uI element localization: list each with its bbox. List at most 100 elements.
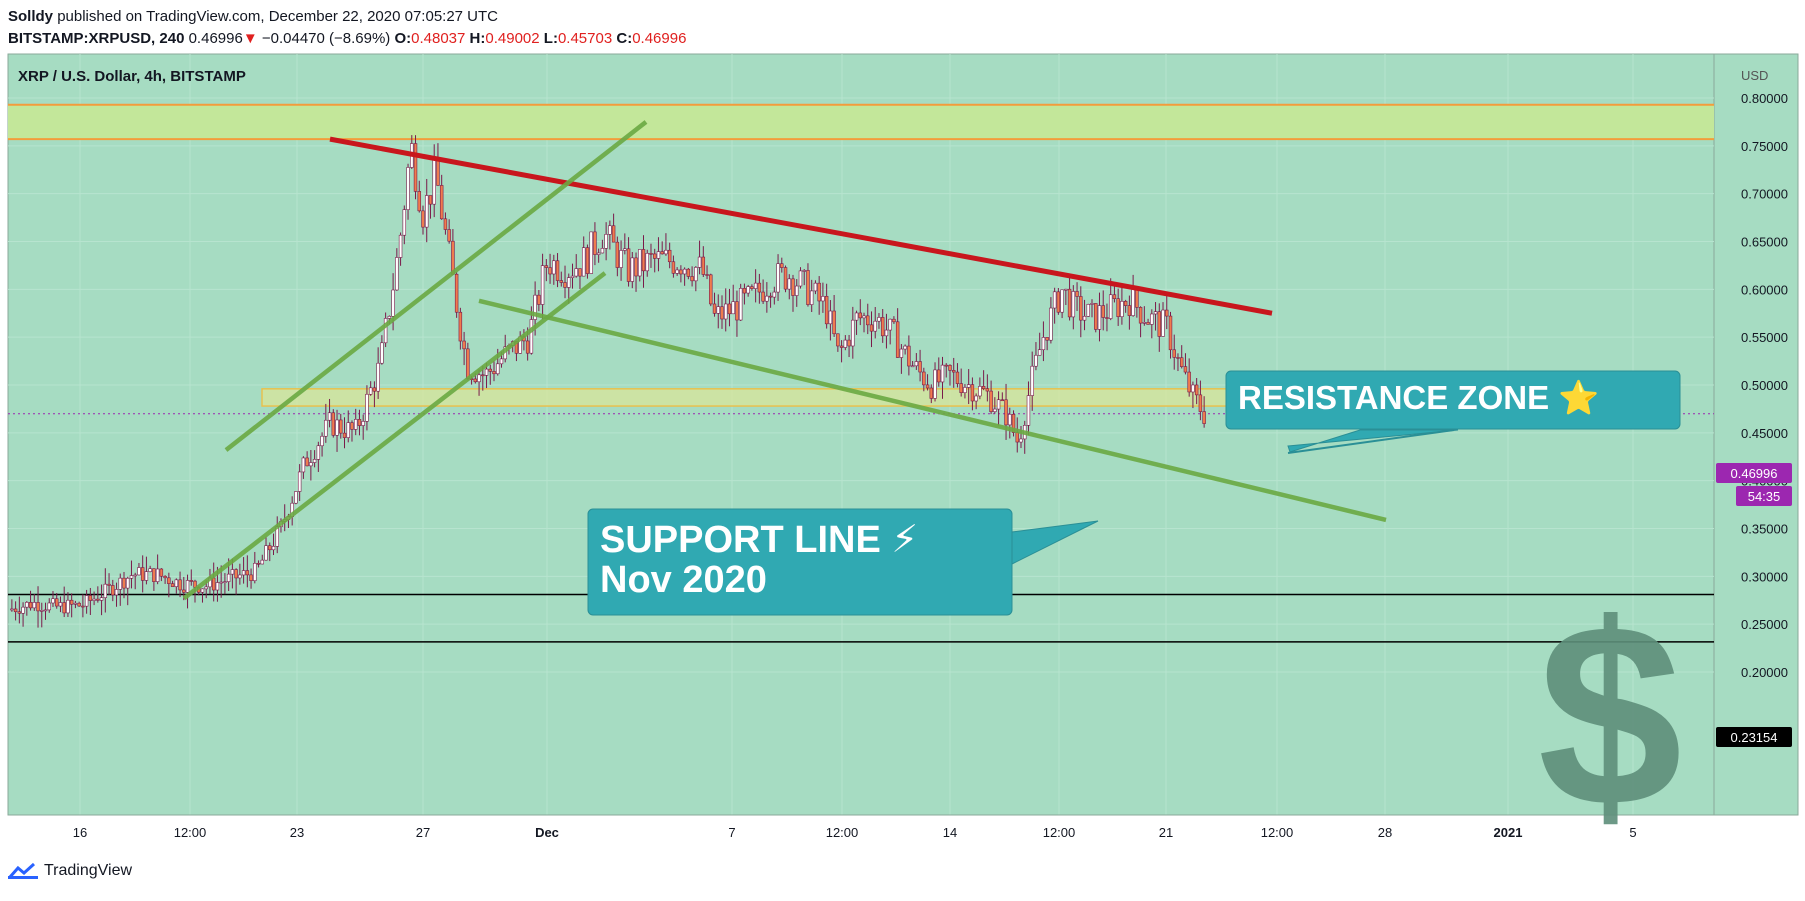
candle-body: [436, 158, 440, 186]
candle-body: [1191, 384, 1195, 393]
candle-body: [1090, 303, 1094, 305]
candle-body: [966, 384, 971, 388]
x-tick-label: 28: [1378, 825, 1392, 840]
support-callout-line1: SUPPORT LINE ⚡: [600, 519, 918, 561]
candle-body: [1150, 313, 1154, 325]
chart-pane[interactable]: [7, 53, 1715, 816]
candle-body: [331, 412, 336, 436]
candle-body: [1123, 301, 1128, 306]
support-callout[interactable]: SUPPORT LINE ⚡ Nov 2020: [587, 508, 1099, 616]
candle-body: [705, 274, 709, 276]
candle-body: [649, 253, 653, 255]
candle-body: [795, 285, 799, 296]
y-tick-label: 0.30000: [1741, 569, 1788, 584]
candle-body: [933, 369, 937, 399]
candle-body: [809, 290, 814, 305]
candle-body: [1011, 413, 1016, 433]
author-name[interactable]: Solldy: [8, 8, 54, 25]
candle-body: [735, 301, 739, 321]
candle-body: [761, 291, 765, 302]
candle-body: [1157, 311, 1162, 337]
y-tick-label: 0.45000: [1741, 426, 1788, 441]
open-label: O:: [394, 30, 412, 47]
candle-body: [802, 270, 806, 272]
candle-body: [1037, 349, 1042, 356]
candle-body: [540, 265, 545, 305]
candle-body: [869, 324, 874, 332]
candle-body: [1015, 432, 1019, 443]
candle-body: [144, 571, 149, 581]
candle-body: [925, 384, 930, 389]
candle-body: [679, 269, 683, 275]
x-tick-label: 23: [290, 825, 304, 840]
x-tick-label: 12:00: [1261, 825, 1294, 840]
candle-body: [641, 249, 646, 272]
x-tick-label: Dec: [535, 825, 559, 840]
trendlines[interactable]: [182, 120, 1387, 601]
candle-body: [873, 320, 877, 332]
x-tick-label: 12:00: [1043, 825, 1076, 840]
candle-body: [836, 333, 840, 347]
symbol-label[interactable]: BITSTAMP:XRPUSD, 240: [8, 30, 185, 47]
y-tick-label: 0.60000: [1741, 282, 1788, 297]
candle-body: [1008, 413, 1012, 426]
candle-body: [981, 386, 986, 389]
candle-body: [204, 586, 208, 590]
candle-body: [555, 260, 560, 281]
x-tick-label: 12:00: [826, 825, 859, 840]
resistance-trendline: [329, 136, 1273, 316]
candle-body: [675, 269, 679, 274]
candle-body: [66, 599, 70, 614]
candle-body: [339, 419, 343, 434]
candle-body: [690, 276, 694, 282]
candle-body: [294, 491, 298, 504]
candle-body: [1000, 399, 1005, 402]
candle-body: [137, 567, 141, 576]
candle-body: [720, 306, 724, 320]
candle-body: [757, 282, 762, 293]
candle-body: [368, 387, 373, 395]
x-tick-label: 21: [1159, 825, 1173, 840]
candle-body: [1127, 305, 1132, 316]
candles: [10, 135, 1206, 628]
candle-body: [1108, 294, 1113, 319]
price-scale[interactable]: [1713, 53, 1799, 816]
candle-body: [167, 577, 171, 584]
candle-body: [1094, 303, 1098, 330]
candle-body: [492, 371, 496, 375]
candle-body: [563, 282, 567, 288]
candle-body: [832, 310, 836, 335]
candle-body: [1198, 394, 1203, 412]
candle-body: [301, 457, 306, 473]
level-price-badge-text: 0.23154: [1731, 730, 1778, 745]
candle-body: [671, 261, 676, 274]
candle-body: [406, 167, 410, 210]
candle-body: [163, 575, 167, 579]
candle-body: [709, 274, 713, 305]
candle-body: [791, 278, 795, 296]
candle-body: [537, 294, 541, 305]
candle-body: [1071, 291, 1076, 318]
candle-body: [54, 598, 59, 607]
candle-body: [1135, 288, 1139, 308]
currency-label: USD: [1741, 68, 1768, 83]
candle-body: [1131, 288, 1135, 316]
candle-body: [1041, 337, 1046, 351]
candle-body: [955, 371, 960, 384]
candle-body: [585, 247, 590, 274]
candle-body: [488, 368, 492, 372]
candle-body: [776, 263, 780, 293]
current-price-badge: 0.46996: [1716, 463, 1792, 483]
candle-body: [727, 303, 732, 315]
footer[interactable]: TradingView: [8, 862, 132, 880]
candle-body: [892, 318, 896, 323]
tradingview-brand[interactable]: TradingView: [44, 862, 133, 879]
candle-body: [271, 546, 276, 551]
price-change: −0.04470 (−8.69%): [261, 30, 391, 47]
candle-body: [1075, 291, 1079, 297]
candle-body: [895, 321, 900, 358]
resistance-callout[interactable]: RESISTANCE ZONE ⭐: [1225, 370, 1681, 454]
candle-body: [903, 345, 907, 350]
candle-body: [638, 249, 642, 277]
